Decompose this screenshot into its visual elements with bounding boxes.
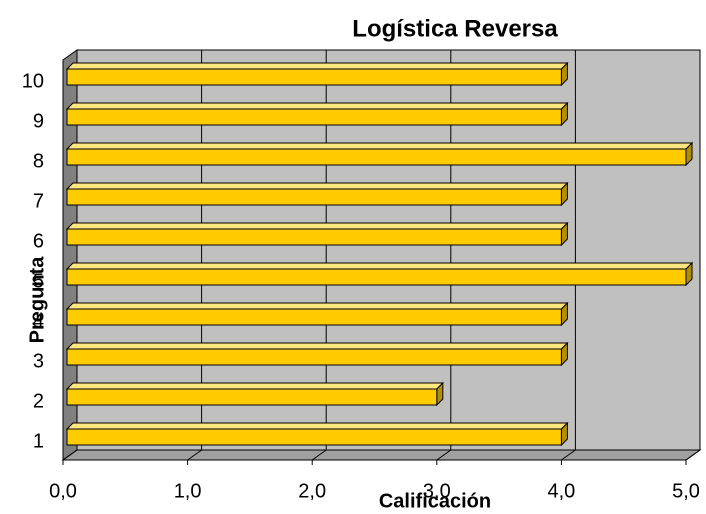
bar-top — [65, 382, 445, 390]
bar — [66, 228, 562, 246]
y-tick-label: 10 — [22, 70, 44, 92]
bar — [66, 108, 562, 126]
y-tick-label: 6 — [33, 230, 44, 252]
bar — [66, 348, 562, 366]
floor-grid-line — [685, 449, 701, 461]
y-axis-title: Pregunta — [26, 256, 48, 344]
x-tick-label: 4,0 — [547, 480, 575, 502]
bar-top — [65, 142, 694, 150]
bar-top — [65, 222, 569, 230]
floor — [61, 449, 702, 461]
y-tick-label: 9 — [33, 110, 44, 132]
y-tick-label: 3 — [33, 350, 44, 372]
bar — [66, 428, 562, 446]
y-tick-label: 1 — [33, 430, 44, 452]
bar-top — [65, 182, 569, 190]
y-tick-label: 2 — [33, 390, 44, 412]
bar-top — [65, 302, 569, 310]
bar — [66, 188, 562, 206]
floor-grid-line — [311, 449, 327, 461]
x-tick-label: 5,0 — [672, 480, 700, 502]
floor-grid-line — [436, 449, 452, 461]
bar — [66, 388, 438, 406]
bar-top — [65, 262, 694, 270]
floor-grid-line — [187, 449, 202, 461]
x-tick-label: 2,0 — [298, 480, 326, 502]
x-tick-label: 1,0 — [174, 480, 202, 502]
bar — [66, 68, 562, 86]
floor-grid-line — [62, 449, 78, 461]
x-axis-title: Calificación — [379, 490, 491, 512]
y-tick-label: 4 — [33, 310, 44, 332]
bar-top — [65, 342, 569, 350]
y-tick-label: 5 — [33, 270, 44, 292]
bar — [66, 148, 687, 166]
bar-top — [65, 102, 569, 110]
bar — [66, 308, 562, 326]
x-tick-label: 3,0 — [423, 480, 451, 502]
floor-grid-line — [561, 449, 576, 461]
chart-title: Logística Reversa — [352, 15, 558, 42]
y-tick-label: 7 — [33, 190, 44, 212]
bar — [66, 268, 687, 286]
bar-top — [65, 422, 569, 430]
bar-top — [65, 62, 569, 70]
y-tick-label: 8 — [33, 150, 44, 172]
x-tick-label: 0,0 — [49, 480, 77, 502]
